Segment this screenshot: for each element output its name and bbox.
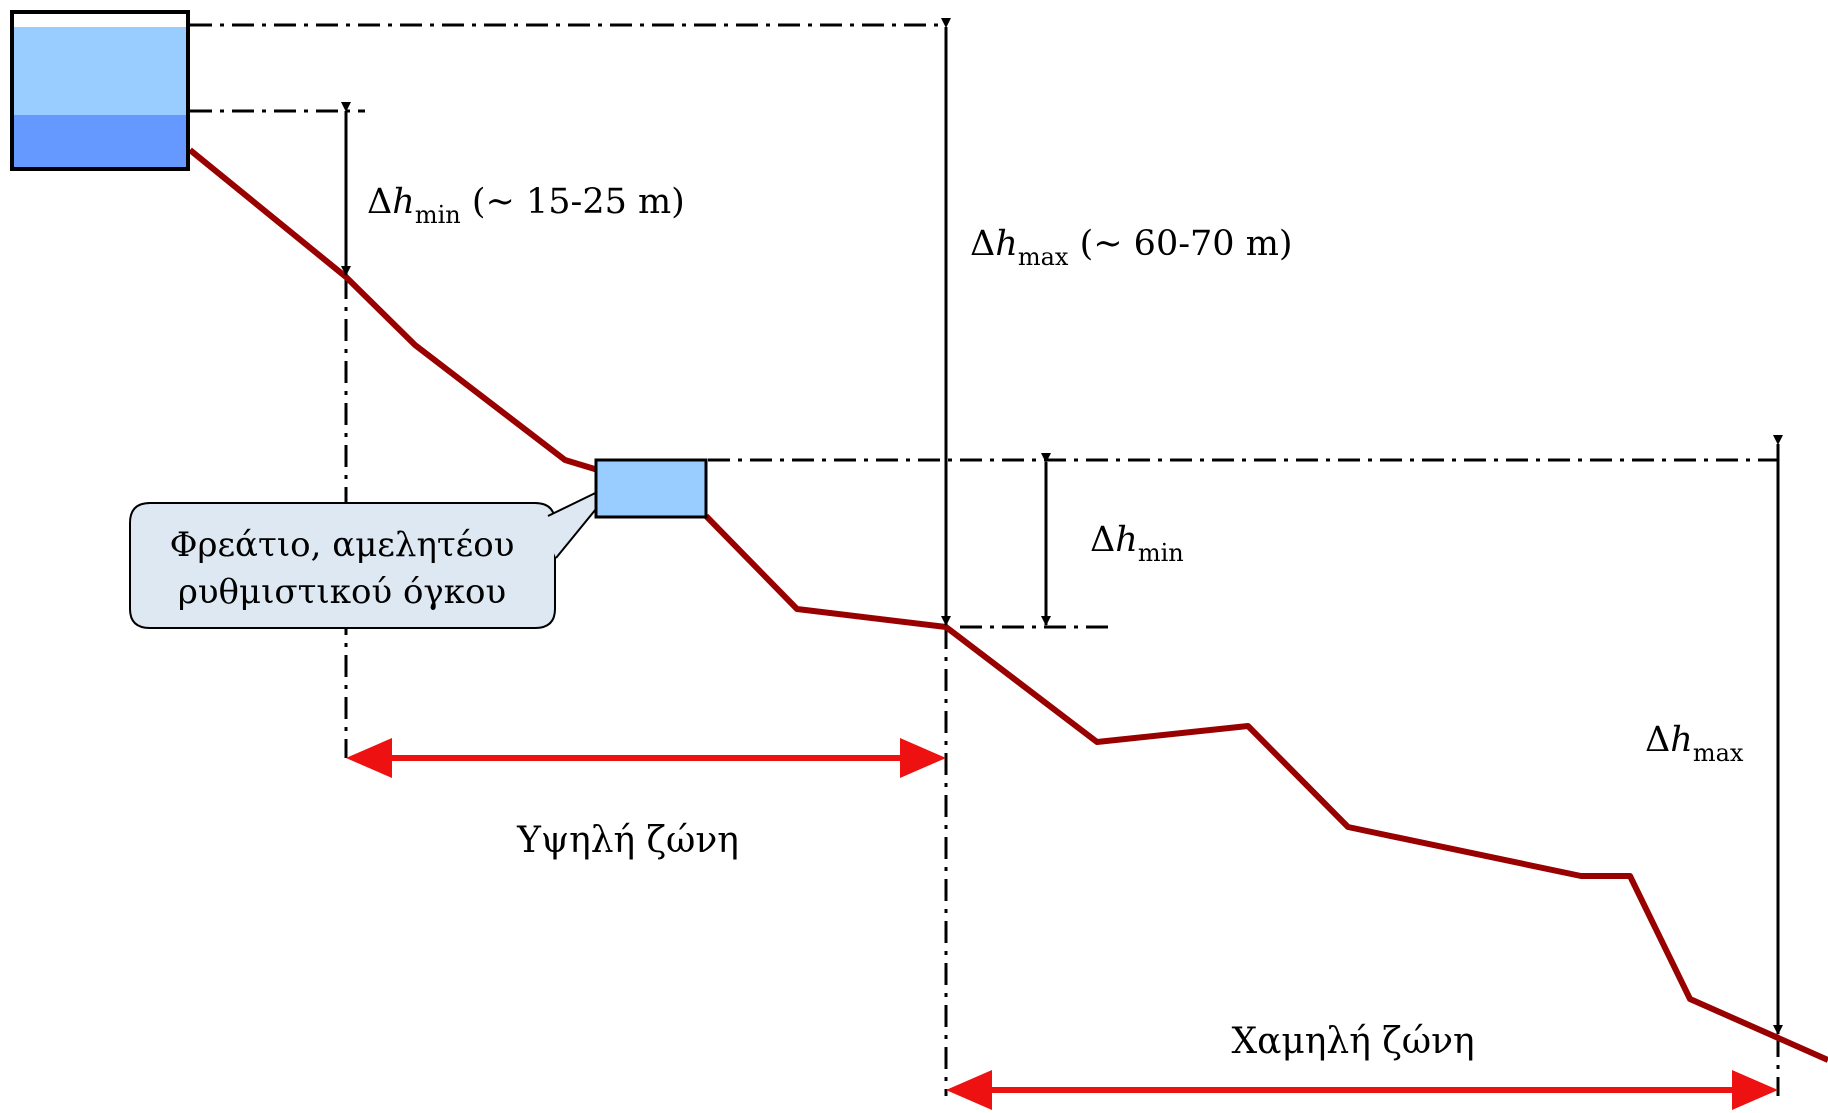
label-dh-min-top: Δhmin (~ 15-25 m): [367, 182, 685, 229]
label-dh-max-right: Δhmax: [1645, 720, 1744, 767]
terrain-profile-upper: [188, 147, 599, 473]
zone-arrows: [346, 738, 1778, 1110]
terrain-profile-lower: [703, 513, 1828, 1063]
low-zone-arrow: [946, 1070, 1778, 1110]
label-dh-max-top: Δhmax (~ 60-70 m): [970, 224, 1293, 271]
high-zone-arrow: [346, 738, 946, 778]
dimension-arrows: [341, 18, 1783, 1035]
label-high-zone: Υψηλή ζώνη: [516, 820, 739, 861]
label-low-zone: Χαμηλή ζώνη: [1231, 1021, 1474, 1062]
label-dh-min-mid: Δhmin: [1090, 520, 1184, 567]
intermediate-chamber: [594, 458, 708, 519]
chamber-callout: Φρεάτιο, αμελητέου ρυθμιστικού όγκου: [129, 481, 619, 629]
callout-line-2: ρυθμιστικού όγκου: [178, 572, 506, 612]
upper-reservoir-tank: [10, 10, 190, 171]
callout-line-1: Φρεάτιο, αμελητέου: [170, 525, 515, 565]
